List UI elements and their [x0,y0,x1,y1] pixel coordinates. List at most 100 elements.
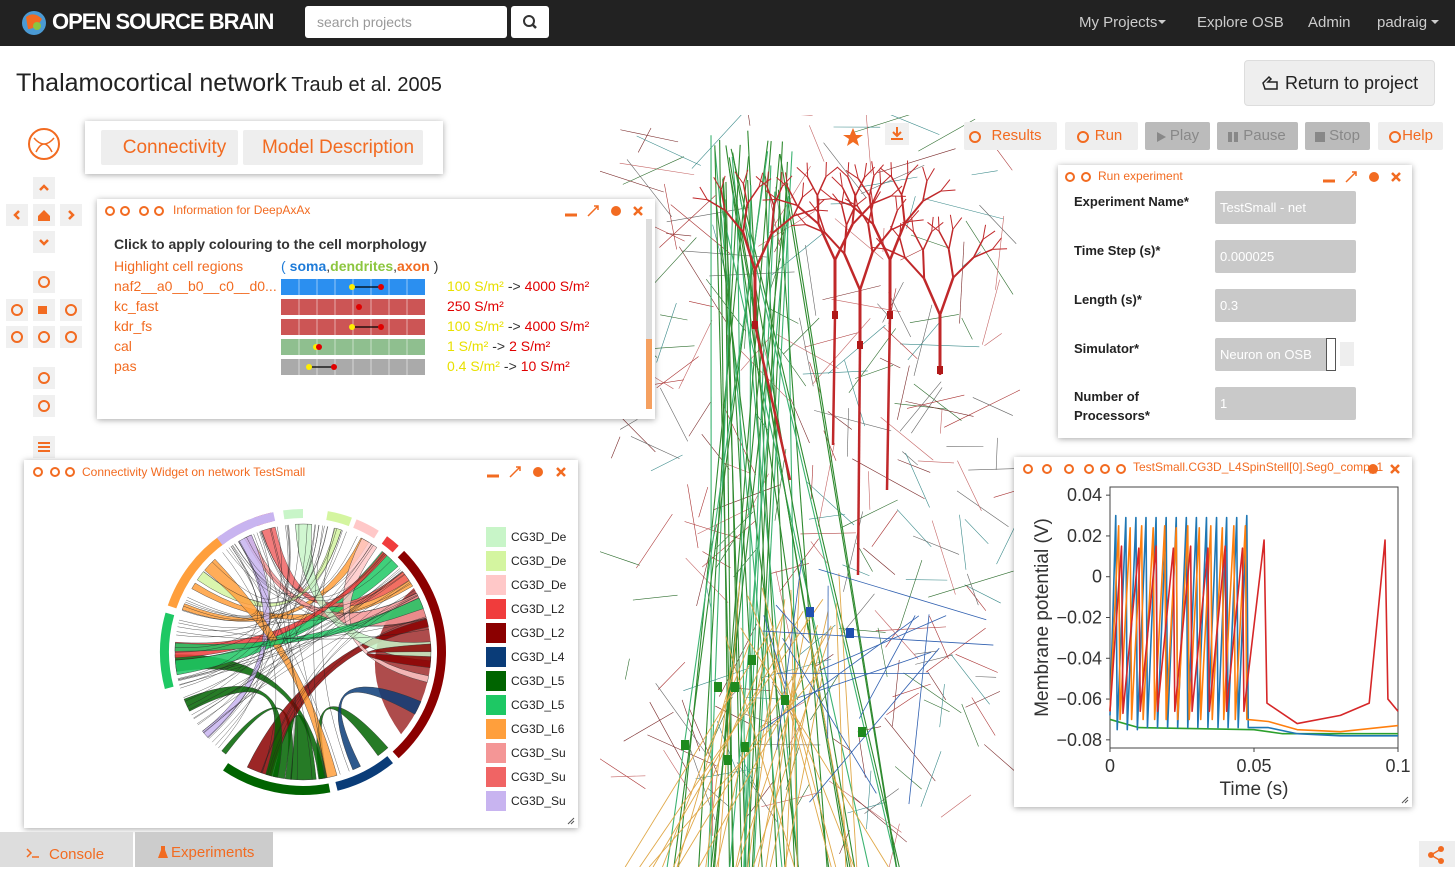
legend-swatch[interactable] [486,695,506,715]
chord-diagram[interactable]: CG3D_DeCG3D_DeCG3D_DeCG3D_L2CG3D_L2CG3D_… [24,460,578,828]
chord-arc[interactable] [353,519,379,538]
close-button[interactable] [557,468,565,476]
search-input[interactable]: search projects [305,6,507,38]
channel-bar[interactable] [281,339,425,355]
legend-swatch[interactable] [486,791,506,811]
header-icon[interactable] [1082,173,1090,181]
field-input[interactable]: TestSmall - net [1215,191,1356,224]
scrollbar[interactable] [646,219,652,409]
chord-ribbon [338,687,421,770]
collapse-button[interactable] [1369,172,1379,182]
channel-bar[interactable] [281,279,425,295]
field-input[interactable]: 1 [1215,387,1356,420]
field-input[interactable]: Neuron on OSB [1215,338,1336,371]
field-input[interactable]: 0.000025 [1215,240,1356,273]
header-icon[interactable] [34,468,42,476]
scroll-thumb[interactable] [646,339,652,409]
legend-swatch[interactable] [486,551,506,571]
channel-name[interactable]: cal [114,338,132,354]
control-button[interactable] [33,326,55,348]
legend-swatch[interactable] [486,743,506,763]
chord-arc[interactable] [283,509,303,519]
header-icon[interactable] [66,468,74,476]
collapse-button[interactable] [533,467,543,477]
control-button[interactable] [60,299,82,321]
collapse-button[interactable] [611,206,621,216]
region-link[interactable]: axon [397,258,430,274]
range-low: 100 S/m² [447,318,504,334]
control-button[interactable] [33,177,55,199]
hand-icon [1261,75,1279,91]
header-icon[interactable] [106,207,114,215]
collapse-button[interactable] [1368,464,1378,474]
header-icon[interactable] [121,207,129,215]
control-button[interactable] [33,271,55,293]
neurite [956,654,998,672]
highlight-label[interactable]: Highlight cell regions [114,258,243,274]
search-button[interactable] [511,6,549,38]
channel-name[interactable]: kc_fast [114,298,158,314]
brand[interactable]: OPEN SOURCE BRAIN [52,9,273,35]
channel-bar[interactable] [281,299,425,315]
header-icon[interactable] [1066,173,1074,181]
control-button[interactable] [33,395,55,417]
experiments-tab[interactable]: Experiments [135,832,273,867]
header-icon[interactable] [51,468,59,476]
control-button[interactable] [60,204,82,226]
legend-swatch[interactable] [486,719,506,739]
legend-swatch[interactable] [486,575,506,595]
chord-arc[interactable] [382,536,399,552]
network-canvas[interactable] [600,115,1020,867]
menu-item[interactable]: Explore OSB [1197,14,1284,31]
channel-name[interactable]: kdr_fs [114,318,152,334]
share-button[interactable] [1419,841,1455,867]
close-button[interactable] [1392,173,1400,181]
legend-swatch[interactable] [486,599,506,619]
close-button[interactable] [634,207,642,215]
x-axis-label: Time (s) [1220,779,1289,800]
menu-item[interactable]: My Projects [1079,14,1157,31]
legend-swatch[interactable] [486,527,506,547]
star-button[interactable] [843,128,863,146]
header-icon[interactable] [1101,465,1109,473]
control-button[interactable] [6,299,28,321]
legend-swatch[interactable] [486,623,506,643]
channel-bar[interactable] [281,319,425,335]
field-input[interactable]: 0.3 [1215,289,1356,322]
maximize-button[interactable] [1346,172,1356,182]
control-button[interactable] [33,231,55,253]
header-icon[interactable] [1024,465,1032,473]
channel-bar[interactable] [281,359,425,375]
chord-arc[interactable] [335,756,393,791]
legend-swatch[interactable] [486,671,506,691]
region-link[interactable]: soma [290,258,327,274]
tab-button[interactable]: Connectivity [101,130,238,165]
chord-arc[interactable] [160,613,174,689]
control-button[interactable] [6,204,28,226]
close-button[interactable] [1391,465,1399,473]
menu-item[interactable]: padraig [1377,14,1427,31]
legend-swatch[interactable] [486,647,506,667]
control-button[interactable] [60,326,82,348]
channel-name[interactable]: pas [114,358,137,374]
select-arrow[interactable] [1326,338,1336,371]
return-button[interactable]: Return to project [1244,60,1435,106]
maximize-button[interactable] [510,467,520,477]
region-link[interactable]: dendrites [330,258,393,274]
header-icon[interactable] [1117,465,1125,473]
console-tab[interactable]: Console [0,832,133,867]
maximize-button[interactable] [588,206,598,216]
chord-arc[interactable] [326,511,352,526]
menu-item[interactable]: Admin [1308,14,1351,31]
control-button[interactable] [33,367,55,389]
neurite [923,181,927,201]
header-icon[interactable] [1065,465,1073,473]
header-icon[interactable] [1043,465,1051,473]
tab-button[interactable]: Model Description [243,130,423,165]
header-icon[interactable] [155,207,163,215]
control-button[interactable] [6,326,28,348]
header-icon[interactable] [140,207,148,215]
legend-swatch[interactable] [486,767,506,787]
channel-name[interactable]: naf2__a0__b0__c0__d0... [114,278,277,294]
header-icon[interactable] [1085,465,1093,473]
